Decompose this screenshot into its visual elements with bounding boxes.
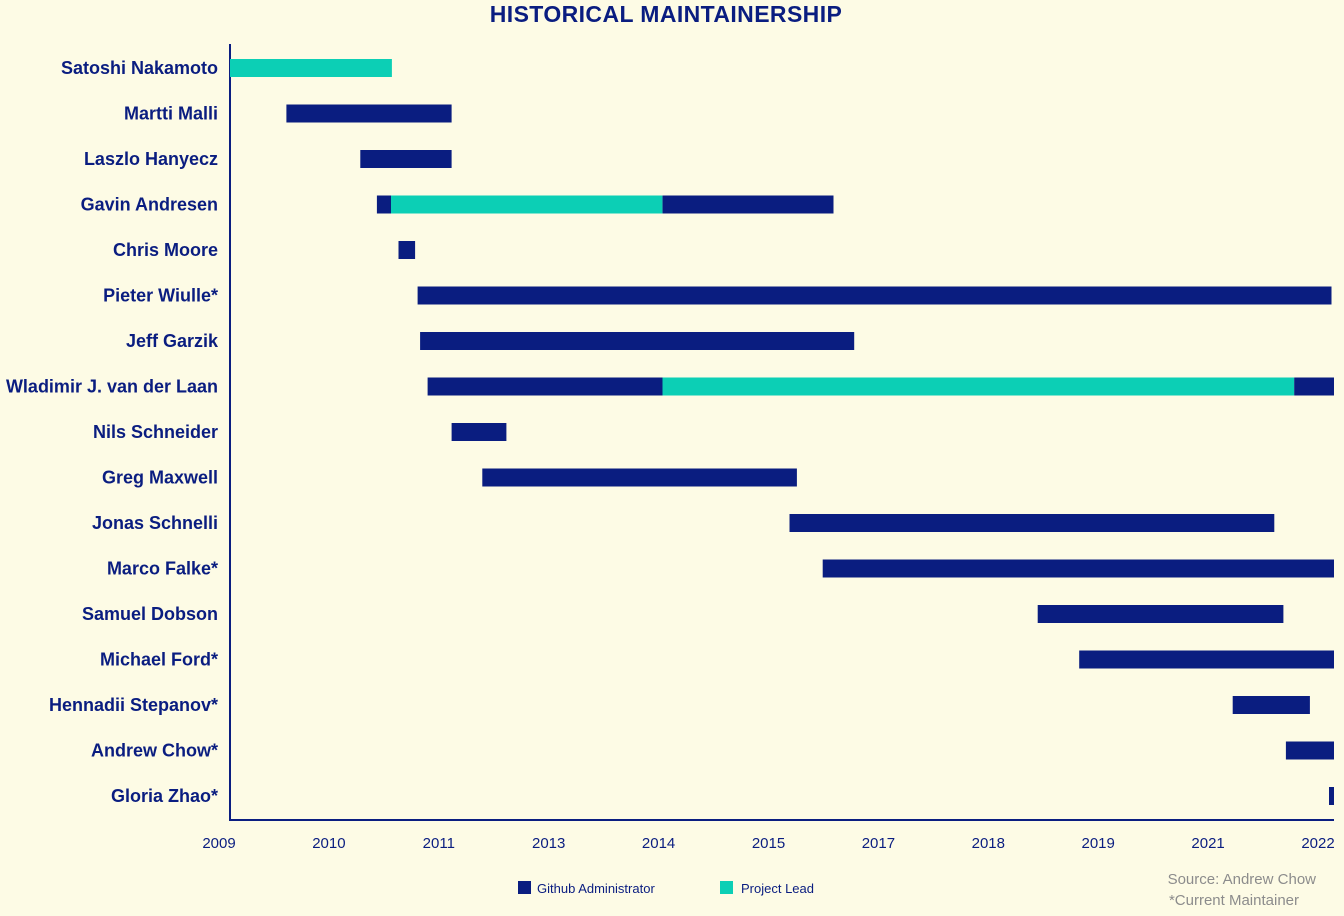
bar-gavin-andresen-admin xyxy=(662,195,834,214)
row-label-laszlo-hanyecz: Laszlo Hanyecz xyxy=(84,149,218,169)
bar-wladimir-j-van-der-laan-admin xyxy=(427,377,663,396)
bar-laszlo-hanyecz-admin xyxy=(360,150,452,168)
bar-jeff-garzik-admin xyxy=(420,332,855,350)
x-tick-label: 2011 xyxy=(423,835,455,852)
legend-label-admin: Github Administrator xyxy=(537,881,655,896)
row-label-greg-maxwell: Greg Maxwell xyxy=(102,468,218,488)
bar-nils-schneider-admin xyxy=(451,423,507,441)
x-tick-label: 2018 xyxy=(972,835,1005,852)
row-label-marco-falke: Marco Falke* xyxy=(107,559,218,579)
bar-marco-falke-admin xyxy=(822,559,1334,578)
plot-area: 2009 2010 2011 2013 2014 2015 2017 2018 2019 2021… xyxy=(6,44,1335,896)
x-tick-label: 2015 xyxy=(752,835,785,852)
x-tick-label: 2022 xyxy=(1301,835,1334,852)
bar-jonas-schnelli-admin xyxy=(789,514,1275,532)
legend-swatch-lead xyxy=(720,881,733,894)
bar-gavin-andresen-admin xyxy=(376,195,391,214)
x-tick-label: 2009 xyxy=(202,835,235,852)
bar-gloria-zhao-admin xyxy=(1329,787,1334,805)
chart-title: HISTORICAL MAINTAINERSHIP xyxy=(490,1,842,27)
row-label-hennadii-stepanov: Hennadii Stepanov* xyxy=(49,695,218,715)
bar-chris-moore-admin xyxy=(398,241,416,259)
source-note: Source: Andrew Chow xyxy=(1168,871,1317,888)
x-tick-label: 2014 xyxy=(642,835,675,852)
bar-andrew-chow-admin xyxy=(1285,741,1334,760)
row-label-nils-schneider: Nils Schneider xyxy=(93,422,218,442)
row-label-chris-moore: Chris Moore xyxy=(113,240,218,260)
bar-hennadii-stepanov-admin xyxy=(1232,696,1310,714)
bar-satoshi-nakamoto-lead xyxy=(230,59,392,77)
x-tick-label: 2021 xyxy=(1191,835,1224,852)
current-maintainer-footnote: *Current Maintainer xyxy=(1169,892,1299,909)
x-tick-label: 2019 xyxy=(1082,835,1115,852)
bar-wladimir-j-van-der-laan-lead xyxy=(662,377,1295,396)
row-label-wladimir-j-van-der-laan: Wladimir J. van der Laan xyxy=(6,377,218,397)
legend-swatch-admin xyxy=(518,881,531,894)
x-tick-label: 2013 xyxy=(532,835,565,852)
bar-pieter-wiulle-admin xyxy=(417,286,1332,305)
legend-label-lead: Project Lead xyxy=(741,881,814,896)
bar-samuel-dobson-admin xyxy=(1037,605,1284,623)
bar-michael-ford-admin xyxy=(1079,650,1334,669)
row-label-jeff-garzik: Jeff Garzik xyxy=(126,331,219,351)
bar-greg-maxwell-admin xyxy=(482,468,797,487)
row-label-gloria-zhao: Gloria Zhao* xyxy=(111,786,218,806)
bar-wladimir-j-van-der-laan-admin xyxy=(1294,377,1334,396)
row-label-gavin-andresen: Gavin Andresen xyxy=(81,195,218,215)
bar-martti-malli-admin xyxy=(286,104,452,123)
row-label-andrew-chow: Andrew Chow* xyxy=(91,741,218,761)
row-label-pieter-wiulle: Pieter Wiulle* xyxy=(103,286,218,306)
row-label-michael-ford: Michael Ford* xyxy=(100,650,218,670)
bar-gavin-andresen-lead xyxy=(391,195,663,214)
x-tick-label: 2010 xyxy=(312,835,345,852)
row-label-jonas-schnelli: Jonas Schnelli xyxy=(92,513,218,533)
row-label-martti-malli: Martti Malli xyxy=(124,104,218,124)
row-label-samuel-dobson: Samuel Dobson xyxy=(82,604,218,624)
row-label-satoshi-nakamoto: Satoshi Nakamoto xyxy=(61,58,218,78)
x-tick-label: 2017 xyxy=(862,835,895,852)
